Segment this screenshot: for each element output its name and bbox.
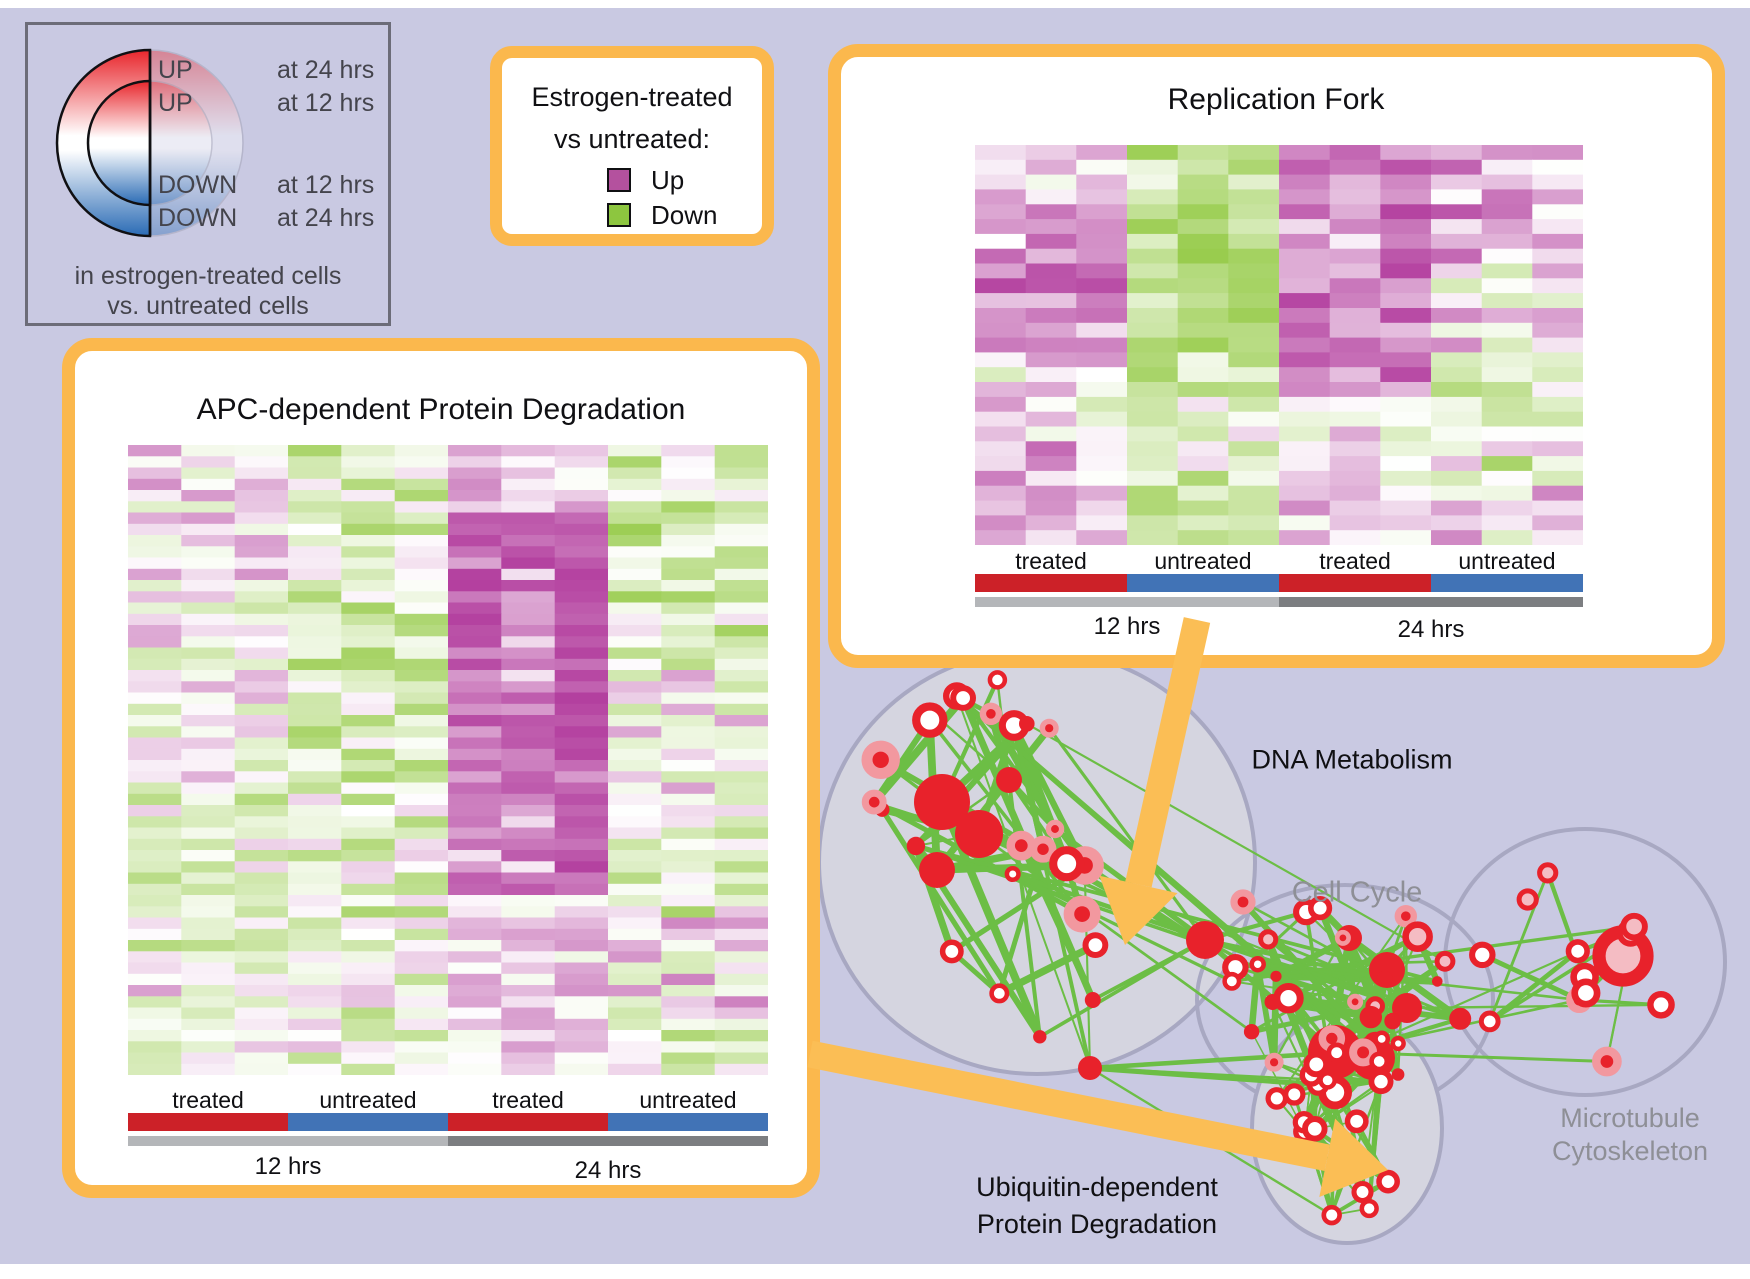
apc-time-label-24hrs: 24 hrs <box>574 1157 642 1184</box>
inner-circle-solid-half <box>86 79 152 207</box>
apc-group-label-untreated-24: untreated <box>639 1087 737 1113</box>
microtubule-label-line1: Microtubule <box>1560 1103 1700 1133</box>
apc-12hrs-bar <box>128 1136 448 1146</box>
rf-group-label-treated-24: treated <box>1319 548 1391 574</box>
updown-caption-line2: vs. untreated cells <box>107 292 309 320</box>
rf-time-label-12hrs: 12 hrs <box>1093 613 1161 640</box>
rf-group-label-untreated-24: untreated <box>1458 548 1556 574</box>
updown-row-time: at 12 hrs <box>277 171 375 199</box>
color-key-title-line1: Estrogen-treated <box>531 82 733 112</box>
rf-group-label-untreated-12: untreated <box>1154 548 1252 574</box>
rf-untreated-bar-24 <box>1431 574 1583 592</box>
ubiquitin-degradation-label: Ubiquitin-dependent Protein Degradation <box>976 1169 1218 1243</box>
rf-group-label-treated-12: treated <box>1015 548 1087 574</box>
updown-legend-box <box>25 22 391 326</box>
rf-12hrs-bar <box>975 597 1279 607</box>
apc-degradation-title: APC-dependent Protein Degradation <box>196 393 686 426</box>
apc-cells <box>128 445 768 1075</box>
apc-group-label-treated-12: treated <box>172 1087 244 1113</box>
ubiquitin-label-line1: Ubiquitin-dependent <box>976 1172 1218 1202</box>
apc-group-label-treated-24: treated <box>492 1087 564 1113</box>
updown-row-word: UP <box>158 89 193 117</box>
replication-fork-cells <box>975 145 1583 545</box>
updown-row-word: DOWN <box>158 171 238 199</box>
rf-time-label-24hrs: 24 hrs <box>1397 616 1465 643</box>
apc-treated-bar-24 <box>448 1113 608 1131</box>
replication-fork-title: Replication Fork <box>1167 83 1385 116</box>
rf-24hrs-bar <box>1279 597 1583 607</box>
updown-circles-diagram <box>55 48 244 238</box>
updown-caption-line1: in estrogen-treated cells <box>74 262 342 290</box>
dna-metabolism-label: DNA Metabolism <box>1251 744 1453 775</box>
apc-24hrs-bar <box>448 1136 768 1146</box>
apc-untreated-bar-12 <box>288 1113 448 1131</box>
ubiquitin-label-line2: Protein Degradation <box>976 1209 1218 1239</box>
apc-degradation-heatmap <box>128 445 768 1075</box>
replication-fork-heatmap <box>975 145 1583 545</box>
updown-row-time: at 24 hrs <box>277 204 375 232</box>
updown-row-time: at 12 hrs <box>277 89 375 117</box>
apc-untreated-bar-24 <box>608 1113 768 1131</box>
apc-group-label-untreated-12: untreated <box>319 1087 417 1113</box>
up-color-swatch <box>607 168 631 192</box>
rf-untreated-bar-12 <box>1127 574 1279 592</box>
updown-row-word: UP <box>158 56 193 84</box>
microtubule-cytoskeleton-label: Microtubule Cytoskeleton <box>1552 1102 1708 1168</box>
rf-treated-bar-24 <box>1279 574 1431 592</box>
color-key-title-line2: vs untreated: <box>553 124 711 154</box>
cell-cycle-label: Cell Cycle <box>1291 876 1423 909</box>
microtubule-label-line2: Cytoskeleton <box>1551 1136 1709 1166</box>
updown-row-word: DOWN <box>158 204 238 232</box>
up-swatch-label: Up <box>651 165 685 195</box>
apc-time-label-12hrs: 12 hrs <box>254 1153 322 1180</box>
down-color-swatch <box>607 203 631 227</box>
down-swatch-label: Down <box>651 200 718 230</box>
updown-row-time: at 24 hrs <box>277 56 375 84</box>
rf-treated-bar-12 <box>975 574 1127 592</box>
color-key-box <box>490 46 774 246</box>
apc-treated-bar-12 <box>128 1113 288 1131</box>
